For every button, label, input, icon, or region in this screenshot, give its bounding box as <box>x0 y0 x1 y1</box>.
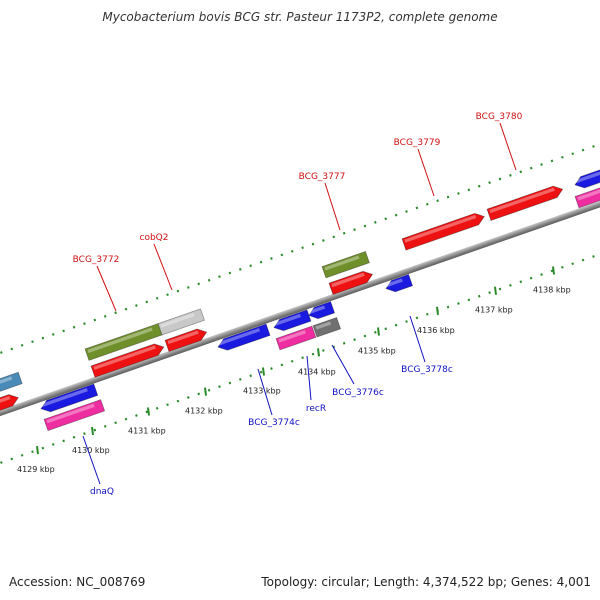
scale-tick-label: 4133 kbp <box>243 386 281 395</box>
scale-tick-label: 4136 kbp <box>417 326 455 335</box>
topology-label: Topology: circular; Length: 4,374,522 bp… <box>261 575 591 589</box>
scale-tick <box>204 387 207 396</box>
genome-backbone <box>0 186 600 423</box>
scale-ticks: 4129 kbp 4130 kbp 4131 kbp 4132 kbp 4133 kbp… <box>17 266 571 474</box>
gene-left-other <box>0 371 23 395</box>
gene-cobq2 <box>164 328 208 353</box>
gene-label: cobQ2 <box>140 233 169 243</box>
scale-tick <box>262 367 265 376</box>
gene-label-leader <box>417 148 435 197</box>
scale-tick <box>436 306 439 316</box>
scale-tick <box>494 286 497 295</box>
gene-label: BCG_3780 <box>476 112 523 122</box>
gene-label-leader <box>257 368 273 416</box>
scale-tick-label: 4135 kbp <box>358 346 396 355</box>
scale-tick <box>377 327 380 336</box>
gene-label-leader <box>153 243 173 291</box>
gene-label: BCG_3772 <box>73 255 120 265</box>
gene-label: recR <box>306 404 326 414</box>
gene-features <box>0 165 600 432</box>
scale-tick <box>552 266 555 275</box>
scale-tick-label: 4129 kbp <box>17 465 55 474</box>
gene-label-leader <box>306 355 312 401</box>
strand-guides <box>0 143 600 465</box>
gene-dnaq-rna <box>43 399 106 432</box>
scale-tick-label: 4130 kbp <box>72 446 110 455</box>
gene-dnaq <box>40 383 99 413</box>
gene-label-leader <box>409 315 426 363</box>
gene-rec-r-upstream <box>273 309 312 332</box>
gene-label-leader <box>331 344 355 385</box>
gene-right-rev <box>574 165 600 189</box>
backbone-line <box>0 186 600 423</box>
gene-bcg-3780 <box>486 185 564 222</box>
scale-tick-label: 4132 kbp <box>185 407 223 416</box>
scale-tick-label: 4131 kbp <box>128 426 166 435</box>
gene-right-rev-gene <box>574 182 600 209</box>
scale-tick <box>147 407 150 416</box>
scale-tick <box>36 445 39 455</box>
gene-label: dnaQ <box>90 487 114 497</box>
accession-label: Accession: NC_008769 <box>9 575 146 589</box>
gene-label-leader <box>324 182 341 231</box>
gene-labels: BCG_3772 cobQ2 BCG_3777 BCG_3779 BCG_3780dna… <box>73 112 523 497</box>
scale-tick-label: 4138 kbp <box>533 286 571 295</box>
gene-recr <box>275 325 317 351</box>
gene-bcg-3776c <box>312 316 342 338</box>
gene-bcg-3777-rna <box>321 250 370 279</box>
gene-label-leader <box>96 265 117 312</box>
gene-bcg-3776c-upstream <box>308 301 336 320</box>
gene-label-leader <box>82 435 101 485</box>
gene-label-leader <box>499 122 517 171</box>
gene-bcg-3779 <box>401 213 485 251</box>
gene-bcg-3777 <box>328 270 374 295</box>
gene-cobq2-pseudo <box>157 308 205 336</box>
gene-bcg-3774c <box>217 323 271 351</box>
gene-label: BCG_3776c <box>332 388 384 398</box>
scale-tick-label: 4137 kbp <box>475 306 513 315</box>
scale-tick-label: 4134 kbp <box>298 367 336 376</box>
gene-label: BCG_3777 <box>299 172 346 182</box>
gene-label: BCG_3779 <box>394 138 441 148</box>
gene-label: BCG_3774c <box>248 418 300 428</box>
scale-tick <box>91 426 94 436</box>
map-title: Mycobacterium bovis BCG str. Pasteur 117… <box>102 10 498 24</box>
gene-label: BCG_3778c <box>401 365 453 375</box>
gene-left-cds <box>0 394 19 414</box>
gene-bcg-3778c <box>385 273 414 293</box>
gene-bcg-3772 <box>90 343 165 378</box>
scale-tick <box>317 348 320 357</box>
